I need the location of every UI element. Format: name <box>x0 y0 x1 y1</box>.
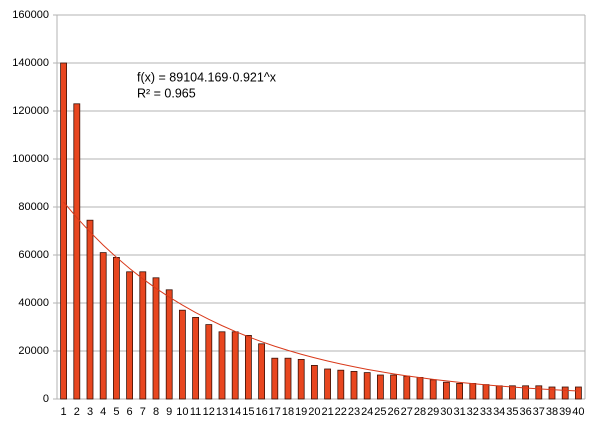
bar <box>508 385 516 400</box>
x-tick-label: 12 <box>203 406 215 418</box>
bar <box>192 316 200 400</box>
x-tick-label: 14 <box>229 406 241 418</box>
bar <box>324 368 332 400</box>
bar <box>73 103 81 400</box>
bar <box>376 374 384 400</box>
x-tick-label: 6 <box>127 406 133 418</box>
bar <box>495 385 503 400</box>
bar <box>139 271 147 400</box>
x-tick-label: 5 <box>113 406 119 418</box>
x-tick-label: 30 <box>440 406 452 418</box>
x-tick-label: 28 <box>414 406 426 418</box>
x-tick-label: 35 <box>506 406 518 418</box>
bar <box>535 385 543 400</box>
y-tick-label: 0 <box>43 393 49 405</box>
bar <box>60 62 67 400</box>
bar <box>575 386 582 400</box>
x-tick-label: 29 <box>427 406 439 418</box>
x-tick-label: 38 <box>546 406 558 418</box>
x-tick-label: 37 <box>533 406 545 418</box>
trendline <box>63 201 579 392</box>
y-tick-label: 140000 <box>12 57 49 69</box>
x-tick-label: 17 <box>269 406 281 418</box>
x-tick-label: 19 <box>295 406 307 418</box>
x-tick-label: 22 <box>335 406 347 418</box>
bar <box>205 324 213 400</box>
x-tick-label: 16 <box>255 406 267 418</box>
bar <box>482 384 490 400</box>
y-tick-label: 80000 <box>18 201 49 213</box>
x-tick-label: 25 <box>374 406 386 418</box>
x-tick-label: 31 <box>453 406 465 418</box>
bar <box>126 271 133 400</box>
y-tick-label: 20000 <box>18 345 49 357</box>
y-tick-label: 60000 <box>18 249 49 261</box>
x-tick-label: 4 <box>100 406 106 418</box>
x-tick-label: 27 <box>401 406 413 418</box>
y-tick-label: 120000 <box>12 105 49 117</box>
bar <box>284 357 292 400</box>
bar <box>86 219 94 400</box>
x-tick-label: 18 <box>282 406 294 418</box>
x-tick-label: 21 <box>321 406 333 418</box>
x-tick-label: 20 <box>308 406 320 418</box>
y-tick-label: 160000 <box>12 9 49 21</box>
x-tick-label: 10 <box>176 406 188 418</box>
bar <box>258 343 266 400</box>
bar <box>218 331 226 400</box>
bar <box>231 331 239 400</box>
x-tick-label: 23 <box>348 406 360 418</box>
bar <box>297 358 305 400</box>
bar <box>165 289 173 400</box>
equation: f(x) = 89104.169·0.921^x <box>137 70 277 84</box>
bar <box>350 370 358 400</box>
x-tick-label: 32 <box>467 406 479 418</box>
x-tick-label: 15 <box>242 406 254 418</box>
bar <box>363 372 371 400</box>
bar <box>416 376 424 400</box>
x-tick-label: 40 <box>572 406 584 418</box>
bar <box>99 252 107 400</box>
bar <box>390 374 398 400</box>
bar <box>442 381 450 400</box>
bar <box>310 364 318 400</box>
bar <box>403 375 411 400</box>
bar <box>429 379 437 400</box>
x-tick-label: 26 <box>387 406 399 418</box>
x-tick-label: 36 <box>519 406 531 418</box>
bar <box>178 309 186 400</box>
bar <box>271 357 279 400</box>
x-tick-label: 34 <box>493 406 505 418</box>
x-tick-label: 11 <box>190 406 201 418</box>
bar <box>152 277 160 400</box>
bar <box>337 369 345 400</box>
bar <box>244 334 252 400</box>
x-tick-label: 9 <box>166 406 172 418</box>
x-tick-label: 39 <box>559 406 571 418</box>
x-tick-label: 7 <box>140 406 146 418</box>
y-tick-label: 40000 <box>18 297 49 309</box>
r-squared: R² = 0.965 <box>137 86 196 100</box>
x-tick-label: 3 <box>87 406 93 418</box>
x-tick-label: 2 <box>74 406 80 418</box>
bar <box>456 382 464 400</box>
bar <box>522 385 529 400</box>
bar <box>561 386 569 400</box>
bar <box>113 256 120 400</box>
bar <box>548 386 556 400</box>
bar <box>469 382 477 400</box>
x-tick-label: 1 <box>61 406 67 418</box>
x-tick-label: 13 <box>216 406 228 418</box>
x-tick-label: 33 <box>480 406 492 418</box>
x-tick-label: 24 <box>361 406 373 418</box>
y-tick-label: 100000 <box>12 153 49 165</box>
x-tick-label: 8 <box>153 406 159 418</box>
